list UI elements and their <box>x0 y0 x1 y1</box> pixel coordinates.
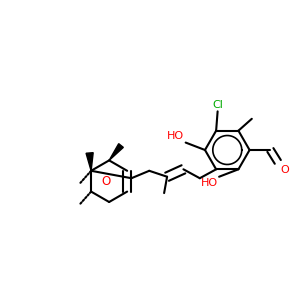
Text: HO: HO <box>167 131 184 141</box>
Text: HO: HO <box>200 178 218 188</box>
Text: O: O <box>102 175 111 188</box>
Text: O: O <box>281 165 290 175</box>
Text: Cl: Cl <box>212 100 223 110</box>
Polygon shape <box>109 144 123 160</box>
Polygon shape <box>86 153 93 171</box>
